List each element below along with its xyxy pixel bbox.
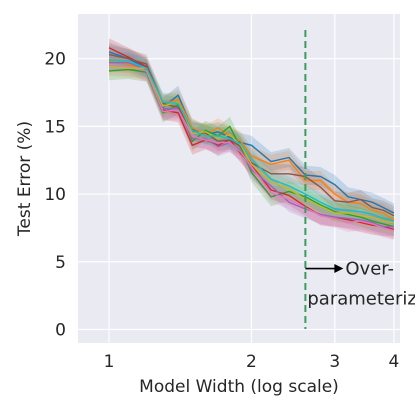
annotation-text-line-2: parameterized — [307, 289, 415, 310]
annotation-text-line-1: Over- — [345, 259, 394, 280]
y-tick-label: 20 — [44, 50, 66, 70]
x-tick-label: 4 — [389, 352, 400, 372]
series-8-line — [108, 66, 394, 224]
x-tick-label: 3 — [329, 352, 340, 372]
series-5-band — [109, 53, 394, 236]
arrowhead-icon — [334, 264, 344, 274]
series-9-line — [108, 59, 395, 222]
series-3-line — [108, 68, 395, 228]
y-tick-label: 15 — [44, 117, 66, 137]
y-axis-label: Test Error (%) — [15, 121, 35, 237]
series-lines — [108, 47, 395, 232]
x-tick-labels: 1 2 3 4 — [104, 352, 400, 372]
series-7-line — [108, 64, 395, 232]
x-tick-label: 2 — [246, 352, 257, 372]
series-6-band — [109, 45, 394, 226]
overparameterized-annotation: Over- parameterized — [305, 259, 415, 310]
x-tick-label: 1 — [104, 352, 115, 372]
x-axis-label: Model Width (log scale) — [139, 377, 339, 397]
y-tick-label: 10 — [44, 185, 66, 205]
y-tick-label: 5 — [55, 253, 66, 273]
y-tick-label: 0 — [55, 320, 66, 340]
series-2-band — [109, 51, 394, 230]
y-tick-labels: 0 5 10 15 20 — [44, 50, 66, 341]
series-5-line — [109, 62, 394, 228]
